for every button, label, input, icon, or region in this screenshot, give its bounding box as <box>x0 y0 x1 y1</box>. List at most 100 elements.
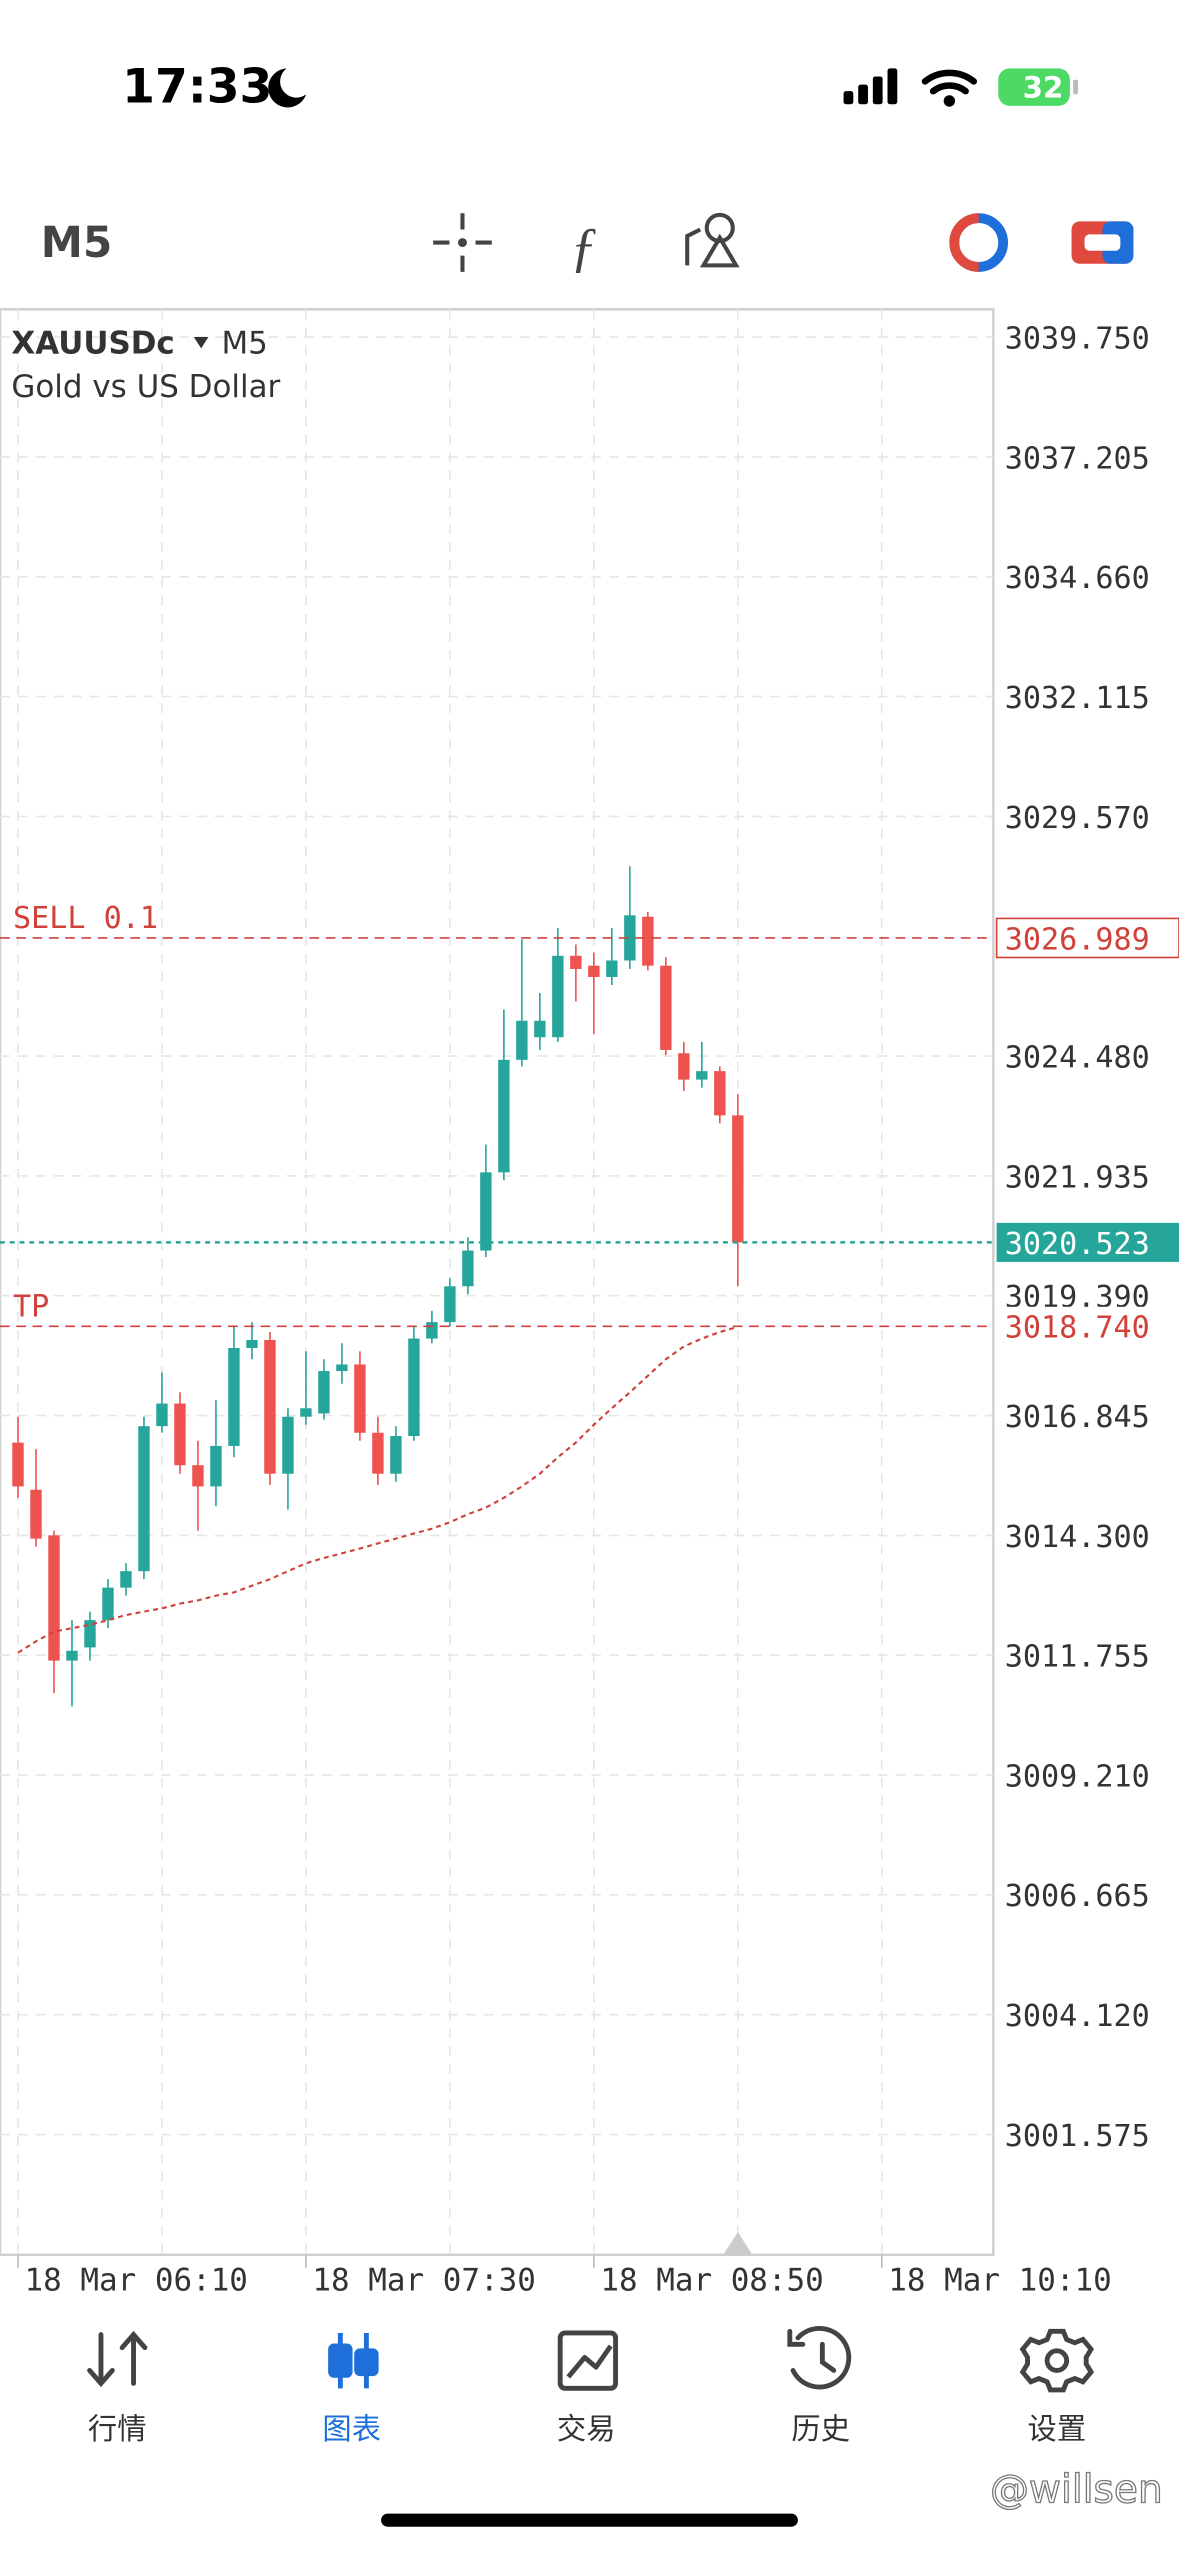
y-tick-label: 3016.845 <box>1005 1400 1150 1435</box>
tab-icon-chart <box>328 2332 379 2389</box>
tab-label[interactable]: 行情 <box>88 2412 147 2446</box>
candle-body <box>498 1059 510 1173</box>
candle-body <box>48 1535 60 1661</box>
y-tick-label: 3011.755 <box>1005 1640 1150 1675</box>
candle-body <box>84 1620 96 1648</box>
x-tick-label: 18 Mar 06:10 <box>25 2263 248 2299</box>
candle-body <box>372 1432 384 1474</box>
candle-body <box>570 955 582 969</box>
battery-level: 32 <box>1023 71 1064 105</box>
y-tick-label: 3014.300 <box>1005 1520 1150 1555</box>
candle-body <box>282 1416 294 1474</box>
candle-body <box>408 1338 420 1437</box>
y-tick-label: 3001.575 <box>1005 2119 1150 2154</box>
y-tick-label: 3029.570 <box>1005 801 1150 836</box>
candle-body <box>642 916 654 966</box>
candle-body <box>660 965 672 1050</box>
x-tick-label: 18 Mar 10:10 <box>888 2263 1111 2299</box>
candle-body <box>426 1322 438 1339</box>
candle-body <box>336 1364 348 1372</box>
y-tick-label: 3009.210 <box>1005 1759 1150 1794</box>
candle-body <box>66 1650 78 1661</box>
y-tick-label: 3039.750 <box>1005 322 1150 357</box>
y-tick-label: 3006.665 <box>1005 1879 1150 1914</box>
candle-body <box>462 1250 474 1287</box>
order-price-label: 3026.989 <box>1005 922 1150 957</box>
candle-body <box>192 1465 204 1487</box>
symbol-dropdown[interactable] <box>193 337 209 349</box>
candle-body <box>30 1489 42 1539</box>
candle-body <box>138 1426 150 1572</box>
status-time: 17:33 <box>122 60 272 115</box>
candle-body <box>696 1071 708 1080</box>
wifi-icon <box>921 69 978 95</box>
tab-icon-quotes <box>87 2330 148 2388</box>
candle-body <box>606 960 618 977</box>
candle-body <box>246 1339 258 1348</box>
indicators-button[interactable]: ƒ <box>570 216 598 277</box>
candle-body <box>102 1587 114 1621</box>
home-indicator <box>381 2513 798 2527</box>
tab-label[interactable]: 历史 <box>791 2412 850 2446</box>
candle-body <box>354 1364 366 1433</box>
candle-body <box>156 1403 168 1427</box>
candle-body <box>264 1339 276 1474</box>
order-price-box <box>995 917 1179 959</box>
tab-label[interactable]: 设置 <box>1028 2412 1087 2446</box>
wifi-dot <box>943 95 956 107</box>
tab-icon-settings <box>1019 2328 1095 2393</box>
candle-body <box>678 1053 690 1080</box>
tab-label[interactable]: 交易 <box>557 2412 616 2446</box>
candle-body <box>732 1115 744 1243</box>
battery-cap <box>1073 79 1079 95</box>
plot <box>0 309 1179 2255</box>
price-box <box>996 1222 1179 1262</box>
candle-body <box>210 1445 222 1487</box>
y-tick-label: 3032.115 <box>1005 681 1150 716</box>
tab-label[interactable]: 图表 <box>322 2412 381 2446</box>
candle-body <box>390 1436 402 1474</box>
candle-body <box>228 1347 240 1446</box>
candle-body <box>174 1403 186 1466</box>
symbol-description: Gold vs US Dollar <box>11 369 280 405</box>
objects-button[interactable] <box>685 212 740 268</box>
candle-body <box>318 1371 330 1414</box>
tab-icon-history <box>787 2326 852 2390</box>
y-tick-label: 3004.120 <box>1005 1999 1150 2034</box>
candle-body <box>714 1071 726 1116</box>
trade-button[interactable] <box>1071 221 1134 264</box>
y-tick-label: 3034.660 <box>1005 561 1150 596</box>
moon-icon <box>268 68 307 108</box>
order-price-label: 3018.740 <box>1005 1311 1150 1346</box>
candle-body <box>534 1020 546 1038</box>
battery-body <box>998 68 1070 106</box>
chart-timeframe: M5 <box>221 325 267 361</box>
order-label[interactable]: TP <box>13 1290 49 1325</box>
plot-area <box>0 308 995 2257</box>
x-tick-label: 18 Mar 08:50 <box>600 2263 823 2299</box>
candle-body <box>12 1442 24 1487</box>
candle-body <box>588 965 600 977</box>
candle-body <box>552 955 564 1038</box>
timeframe-button[interactable]: M5 <box>41 218 113 267</box>
x-tick-label: 18 Mar 07:30 <box>312 2263 535 2299</box>
y-tick-label: 3037.205 <box>1005 441 1150 476</box>
order-label[interactable]: SELL 0.1 <box>13 901 158 936</box>
tab-bar: 行情 图表 交易 历史 设置 <box>88 2412 1086 2446</box>
ma-line <box>17 1325 739 1654</box>
candle-body <box>444 1286 456 1323</box>
current-bar-marker <box>723 2232 753 2255</box>
tab-icon-trade <box>557 2330 618 2391</box>
candle-body <box>120 1571 132 1588</box>
price-label: 3020.523 <box>1005 1227 1150 1262</box>
candle-body <box>624 915 636 961</box>
account-button[interactable] <box>949 213 1009 272</box>
symbol[interactable]: XAUUSDc <box>11 325 174 361</box>
candle-body <box>516 1020 528 1060</box>
order-price-box <box>996 1306 1179 1346</box>
crosshair-button[interactable] <box>433 213 492 272</box>
signal-icon <box>843 68 898 105</box>
watermark: @willsen <box>990 2467 1163 2512</box>
candle-body <box>300 1408 312 1417</box>
